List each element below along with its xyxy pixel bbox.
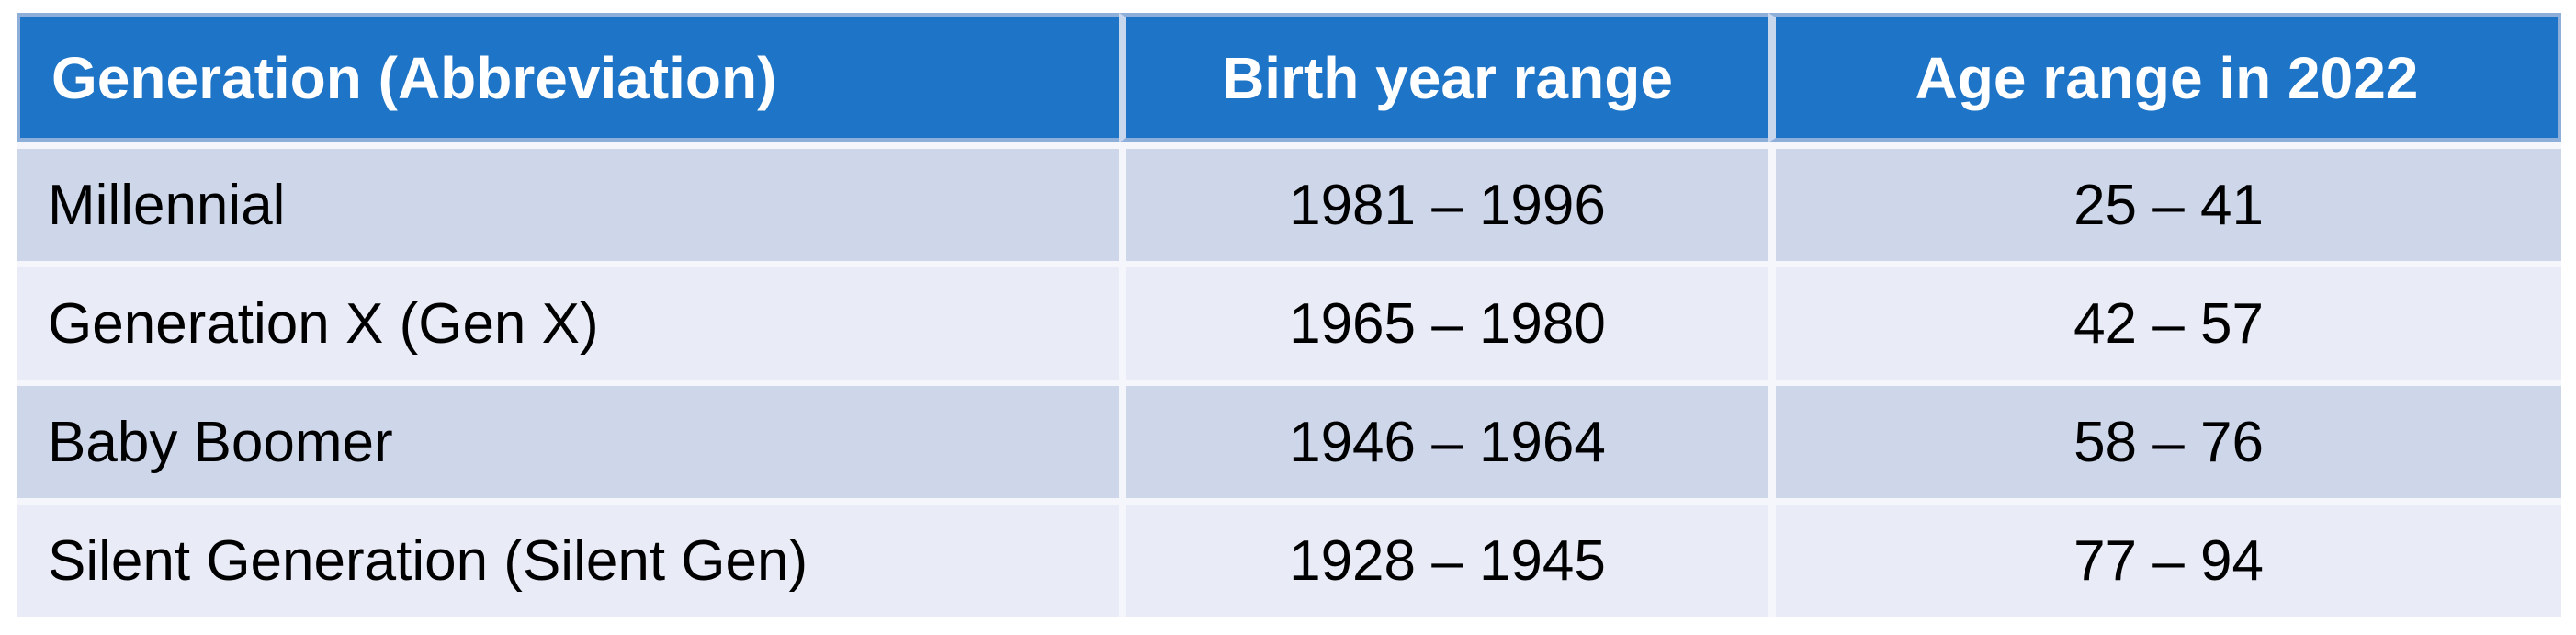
header-cell-age-range-2022: Age range in 2022	[1768, 13, 2561, 142]
cell-generation: Millennial	[17, 142, 1119, 261]
header-cell-generation: Generation (Abbreviation)	[17, 13, 1119, 142]
table-row-gen-x: Generation X (Gen X) 1965 – 1980 42 – 57	[17, 261, 2561, 380]
cell-generation: Silent Generation (Silent Gen)	[17, 498, 1119, 617]
generations-table: Generation (Abbreviation) Birth year ran…	[17, 13, 2561, 617]
cell-birth-year-range: 1946 – 1964	[1119, 380, 1768, 498]
header-row: Generation (Abbreviation) Birth year ran…	[17, 13, 2561, 142]
cell-age-range-2022: 77 – 94	[1768, 498, 2561, 617]
table-row-silent-gen: Silent Generation (Silent Gen) 1928 – 19…	[17, 498, 2561, 617]
cell-generation: Generation X (Gen X)	[17, 261, 1119, 380]
cell-age-range-2022: 58 – 76	[1768, 380, 2561, 498]
cell-age-range-2022: 42 – 57	[1768, 261, 2561, 380]
table-row-millennial: Millennial 1981 – 1996 25 – 41	[17, 142, 2561, 261]
header-cell-birth-year-range: Birth year range	[1119, 13, 1768, 142]
cell-birth-year-range: 1965 – 1980	[1119, 261, 1768, 380]
cell-birth-year-range: 1928 – 1945	[1119, 498, 1768, 617]
table-row-baby-boomer: Baby Boomer 1946 – 1964 58 – 76	[17, 380, 2561, 498]
generations-table-container: Generation (Abbreviation) Birth year ran…	[17, 13, 2561, 617]
cell-birth-year-range: 1981 – 1996	[1119, 142, 1768, 261]
cell-age-range-2022: 25 – 41	[1768, 142, 2561, 261]
cell-generation: Baby Boomer	[17, 380, 1119, 498]
